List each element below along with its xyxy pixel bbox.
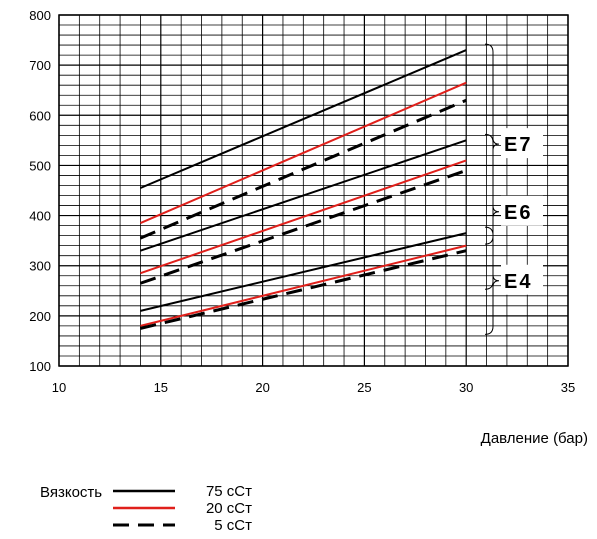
x-tick-label: 35	[561, 380, 575, 395]
legend-label-5: 5 сСт	[214, 517, 252, 534]
y-tick-label: 300	[29, 259, 51, 274]
y-tick-label: 700	[29, 58, 51, 73]
x-tick-label: 10	[52, 380, 66, 395]
x-tick-label: 25	[357, 380, 371, 395]
y-tick-label: 100	[29, 359, 51, 374]
y-tick-label: 600	[29, 108, 51, 123]
x-tick-label: 15	[154, 380, 168, 395]
brace-e6	[484, 133, 500, 290]
y-tick-label: 800	[29, 8, 51, 23]
y-tick-label: 500	[29, 158, 51, 173]
y-tick-labels: 100 200 300 400 500 600 700 800	[29, 8, 51, 374]
series-line-e4-5	[140, 249, 467, 330]
brace-e7	[484, 43, 500, 245]
brace-e4	[484, 226, 500, 335]
chart-series	[139, 49, 467, 330]
group-label-background	[501, 128, 543, 159]
y-tick-label: 400	[29, 209, 51, 224]
series-line-e6-75	[140, 139, 467, 252]
group-labels: E7 E6 E4	[501, 128, 543, 295]
legend-label-75: 75 сСт	[206, 483, 252, 500]
series-line-e6-5	[139, 169, 467, 285]
group-label-e4: E4	[504, 271, 532, 293]
chart-grid	[58, 14, 569, 367]
series-line-e7-20	[140, 81, 467, 225]
group-braces	[484, 43, 500, 335]
x-tick-labels: 10 15 20 25 30 35	[52, 380, 575, 395]
x-tick-label: 30	[459, 380, 473, 395]
group-label-e6: E6	[504, 202, 532, 224]
y-tick-label: 200	[29, 309, 51, 324]
series-line-e4-75	[140, 232, 467, 312]
plot-frame	[58, 14, 569, 367]
series-line-e7-75	[140, 49, 467, 189]
group-label-e7: E7	[504, 134, 532, 156]
plot-border	[58, 14, 569, 367]
legend-title: Вязкость	[40, 484, 102, 501]
x-axis-title: Давление (бар)	[481, 430, 588, 447]
legend-label-20: 20 сСт	[206, 500, 252, 517]
series-line-e4-20	[140, 244, 467, 327]
group-label-background	[501, 264, 543, 295]
series-line-e6-20	[140, 159, 467, 275]
group-label-background	[501, 195, 543, 226]
x-tick-label: 20	[255, 380, 269, 395]
series-line-e7-5	[139, 98, 467, 240]
